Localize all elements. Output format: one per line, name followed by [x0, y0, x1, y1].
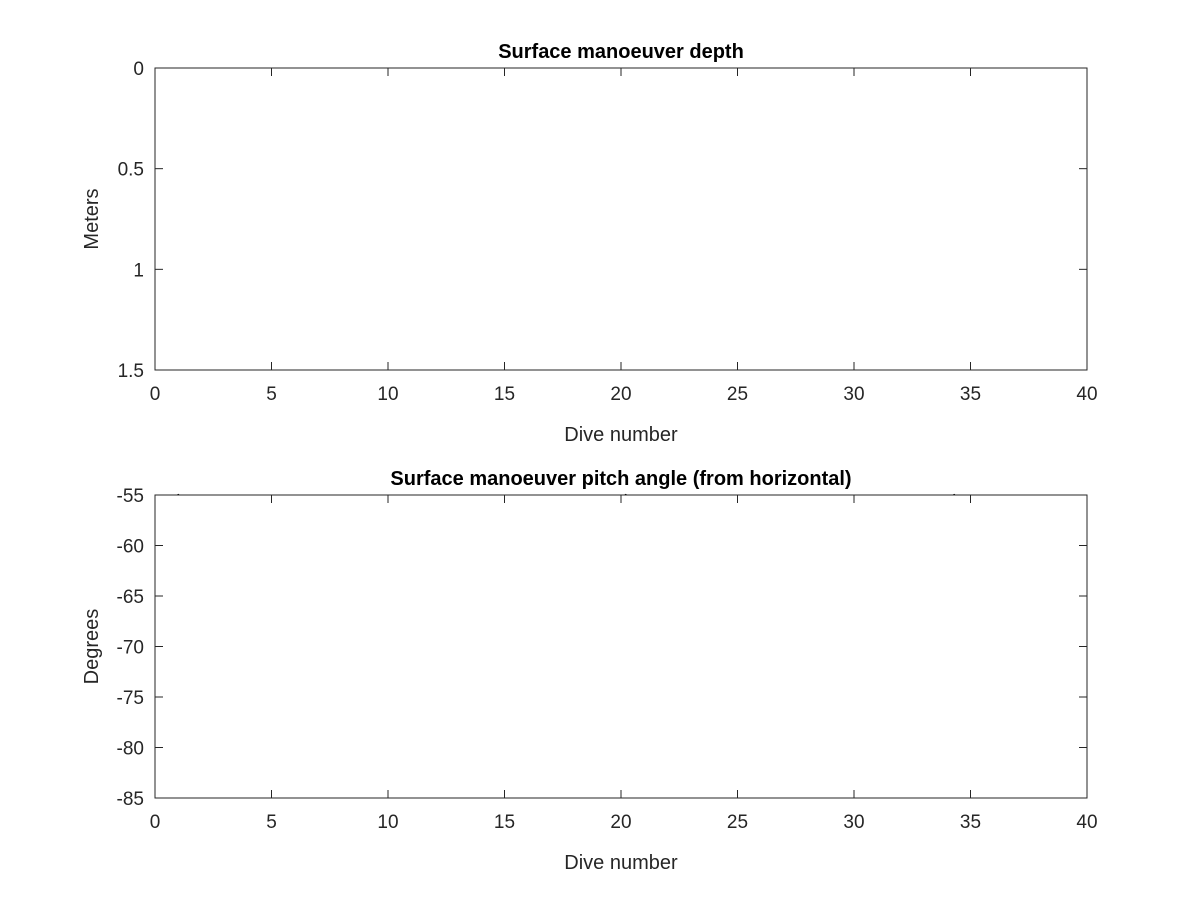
- x-tick-label: 20: [610, 384, 631, 405]
- x-tick-label: 30: [843, 384, 864, 405]
- y-tick-label: -60: [117, 537, 144, 558]
- y-tick-label: 1.5: [118, 361, 144, 382]
- y-tick-label: -65: [117, 587, 144, 608]
- y-tick-label: -55: [117, 486, 144, 507]
- x-tick-label: 15: [494, 812, 515, 833]
- x-tick-label: 5: [266, 812, 277, 833]
- x-tick-label: 0: [150, 812, 161, 833]
- axes-box: [154, 67, 1088, 371]
- chart-title: Surface manoeuver pitch angle (from hori…: [390, 468, 851, 490]
- chart-pitch: 0 5 10 15 20 25 30 35 40 -55 -60 -65 -70 -75 -80 -85 Sur…: [81, 468, 1098, 874]
- axes-box: [154, 494, 1088, 799]
- x-axis-label: Dive number: [564, 424, 678, 446]
- y-axis-label: Meters: [81, 188, 103, 249]
- x-tick-label: 10: [377, 812, 398, 833]
- x-tick-label: 0: [150, 384, 161, 405]
- x-axis-label: Dive number: [564, 852, 678, 874]
- x-tick-label: 40: [1076, 384, 1097, 405]
- x-tick-label: 25: [727, 812, 748, 833]
- x-tick-label: 20: [610, 812, 631, 833]
- y-tick-label: 0: [133, 59, 144, 80]
- y-axis-label: Degrees: [81, 609, 103, 685]
- y-tick-label: -75: [117, 688, 144, 709]
- chart-depth: 0 5 10 15 20 25 30 35 40 0 0.5 1 1.5 Surface manoeuve…: [81, 41, 1098, 446]
- x-tick-label: 35: [960, 384, 981, 405]
- x-tick-label: 5: [266, 384, 277, 405]
- y-tick-label: -70: [117, 638, 144, 659]
- x-tick-label: 30: [843, 812, 864, 833]
- x-tick-label: 15: [494, 384, 515, 405]
- y-tick-label: -80: [117, 739, 144, 760]
- x-tick-label: 40: [1076, 812, 1097, 833]
- x-tick-label: 25: [727, 384, 748, 405]
- chart-title: Surface manoeuver depth: [498, 41, 744, 63]
- y-tick-label: -85: [117, 789, 144, 810]
- y-tick-label: 1: [133, 260, 144, 281]
- y-tick-label: 0.5: [118, 160, 144, 181]
- x-tick-label: 35: [960, 812, 981, 833]
- x-tick-label: 10: [377, 384, 398, 405]
